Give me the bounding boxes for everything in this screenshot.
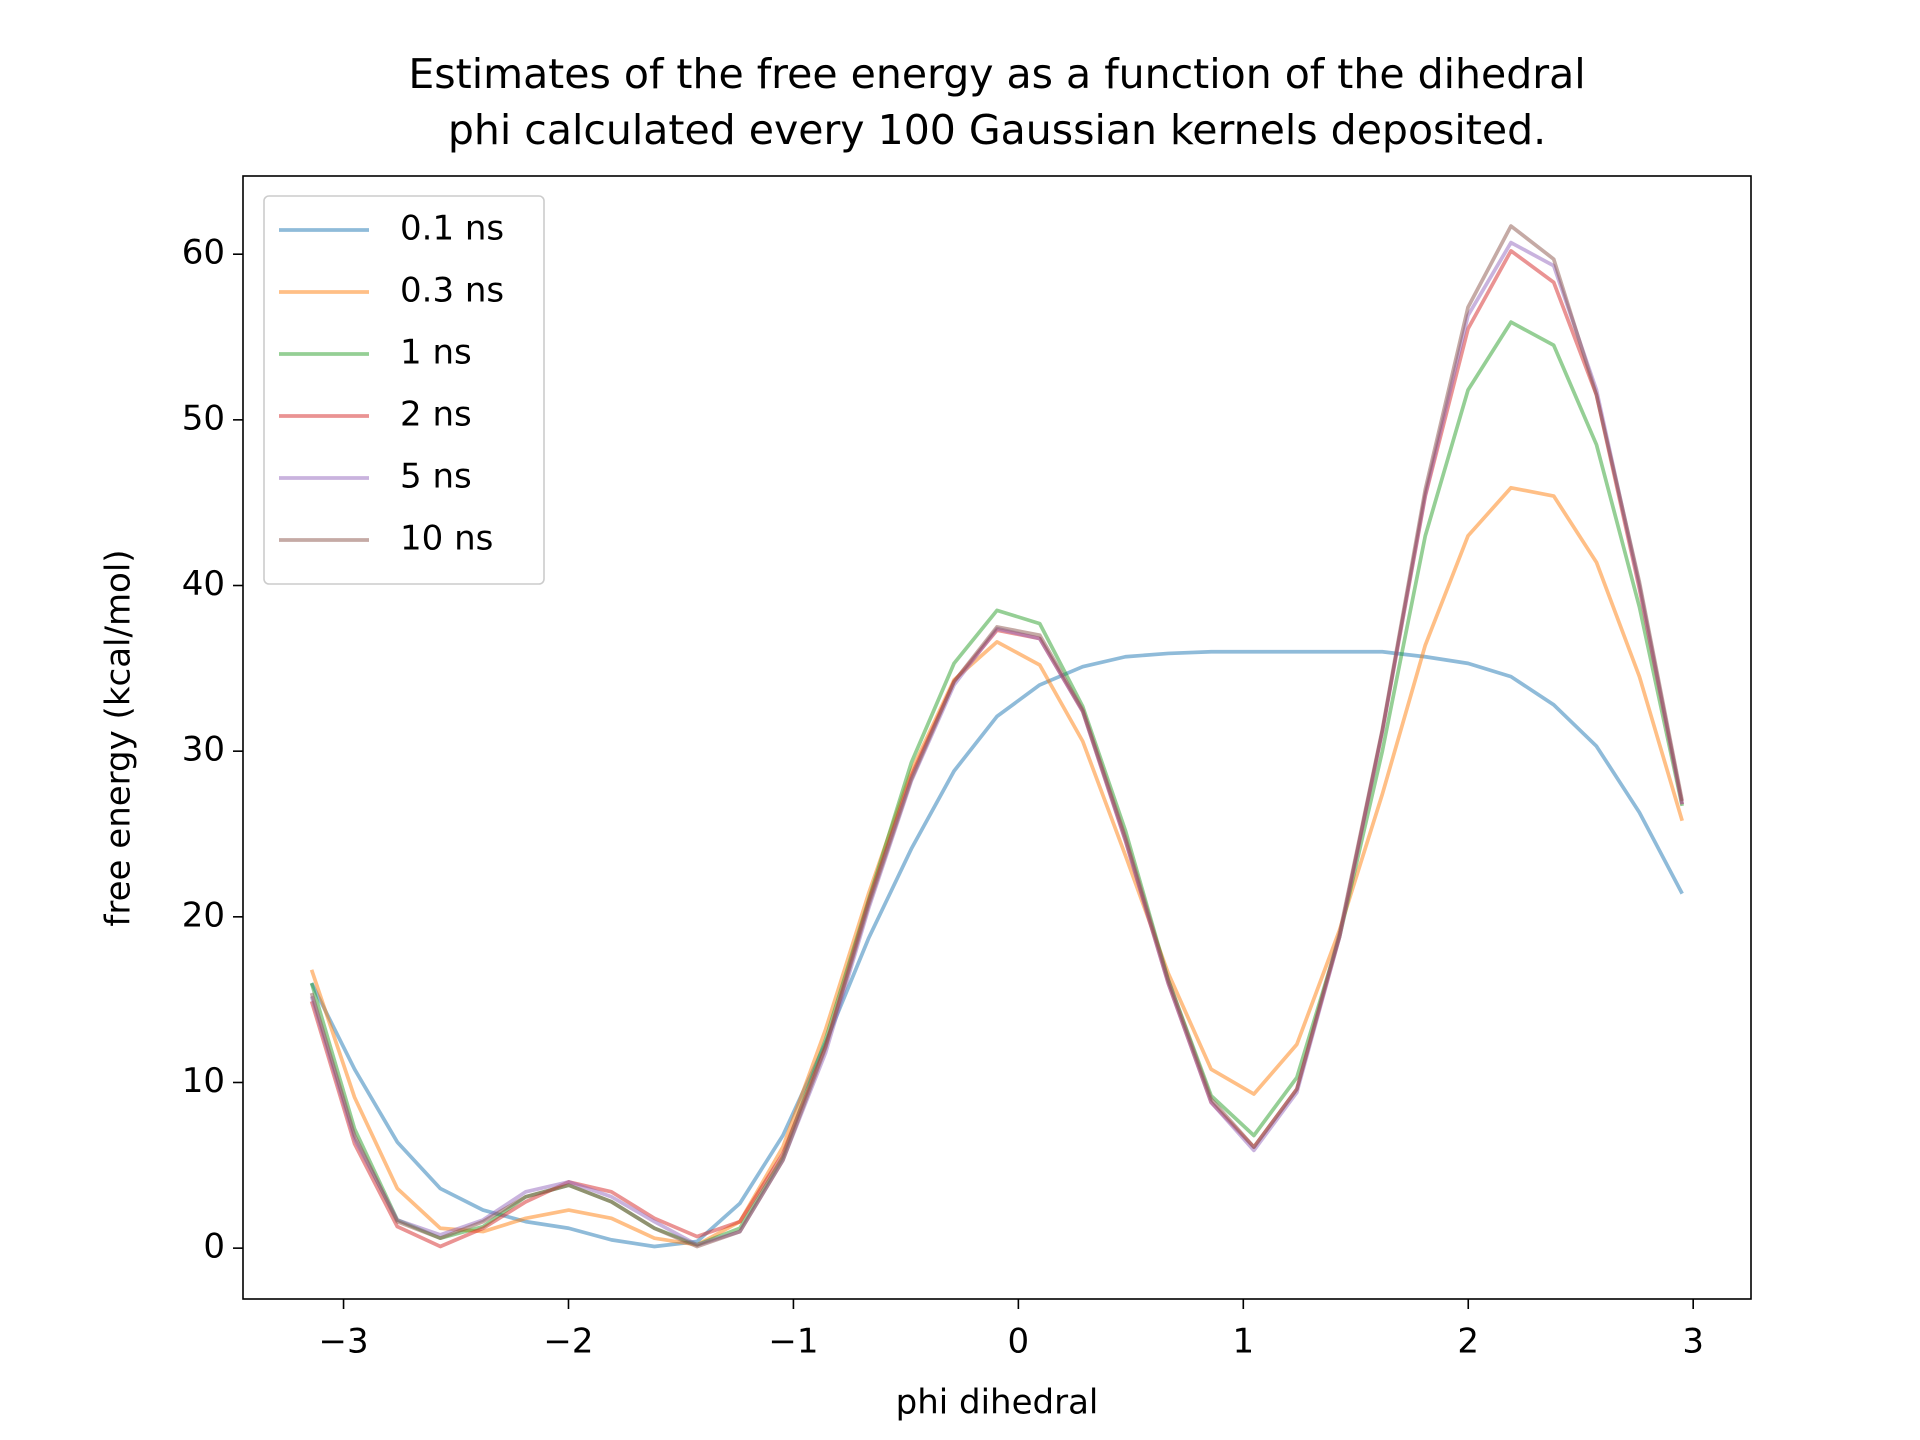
y-tick-label: 50: [182, 398, 225, 438]
chart-title: Estimates of the free energy as a functi…: [408, 50, 1585, 98]
y-axis-label: free energy (kcal/mol): [99, 549, 139, 926]
x-tick-label: 2: [1457, 1322, 1479, 1362]
y-tick-label: 0: [203, 1227, 225, 1267]
plot-frame: [242, 175, 1752, 1300]
legend-label: 0.1 ns: [400, 209, 504, 249]
data-line: [309, 224, 1684, 1249]
legend-label: 0.3 ns: [400, 271, 504, 311]
x-tick-label: 3: [1682, 1322, 1704, 1362]
legend-label: 5 ns: [400, 457, 472, 497]
x-tick-label: 0: [1008, 1322, 1030, 1362]
x-tick-label: −1: [768, 1322, 818, 1362]
x-axis-label: phi dihedral: [896, 1383, 1099, 1423]
legend-label: 10 ns: [400, 519, 493, 559]
data-line: [309, 485, 1684, 1247]
data-line: [309, 649, 1684, 1249]
chart-title: phi calculated every 100 Gaussian kernel…: [448, 106, 1546, 154]
legend-label: 2 ns: [400, 395, 472, 435]
legend-label: 1 ns: [400, 333, 472, 373]
y-tick-label: 60: [182, 233, 225, 273]
x-tick-label: −2: [543, 1322, 593, 1362]
x-tick-label: 1: [1232, 1322, 1254, 1362]
y-tick-label: 40: [182, 564, 225, 604]
x-tick-label: −3: [318, 1322, 368, 1362]
y-tick-label: 30: [182, 730, 225, 770]
y-tick-label: 20: [182, 895, 225, 935]
y-tick-label: 10: [182, 1061, 225, 1101]
